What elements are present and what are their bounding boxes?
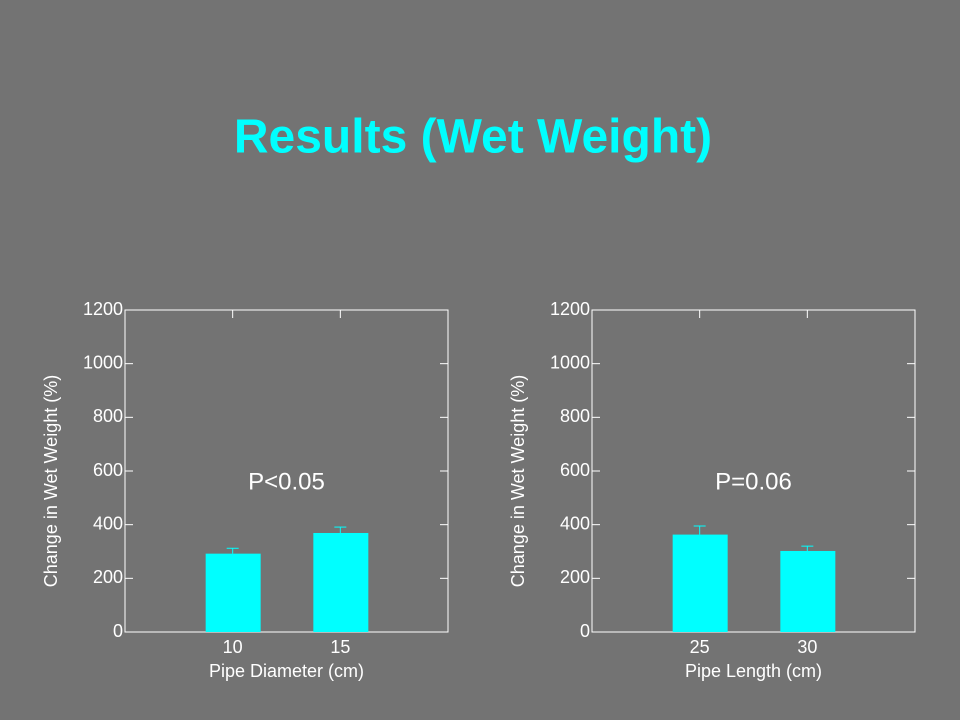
y-axis-label: Change in Wet Weight (%) — [508, 375, 528, 587]
y-axis-label: Change in Wet Weight (%) — [41, 375, 61, 587]
bar — [672, 534, 728, 632]
bar — [780, 550, 836, 632]
x-tick-label: 10 — [223, 637, 243, 657]
x-tick-label: 15 — [330, 637, 350, 657]
y-tick-label: 600 — [560, 460, 590, 480]
y-tick-label: 1200 — [550, 299, 590, 319]
x-axis-label: Pipe Length (cm) — [685, 661, 822, 681]
y-tick-label: 200 — [560, 567, 590, 587]
annotation: P<0.05 — [248, 468, 325, 495]
y-tick-label: 400 — [560, 513, 590, 533]
y-tick-label: 0 — [113, 621, 123, 641]
bar — [313, 532, 369, 632]
y-tick-label: 800 — [93, 406, 123, 426]
bar — [205, 553, 261, 632]
y-tick-label: 1200 — [83, 299, 123, 319]
y-tick-label: 400 — [93, 513, 123, 533]
y-tick-label: 200 — [93, 567, 123, 587]
y-tick-label: 1000 — [550, 352, 590, 372]
y-tick-label: 600 — [93, 460, 123, 480]
x-tick-label: 25 — [690, 637, 710, 657]
x-axis-label: Pipe Diameter (cm) — [209, 661, 364, 681]
slide-title: Results (Wet Weight) — [234, 111, 712, 164]
y-tick-label: 800 — [560, 406, 590, 426]
annotation: P=0.06 — [715, 468, 792, 495]
y-tick-label: 0 — [580, 621, 590, 641]
y-tick-label: 1000 — [83, 352, 123, 372]
x-tick-label: 30 — [797, 637, 817, 657]
